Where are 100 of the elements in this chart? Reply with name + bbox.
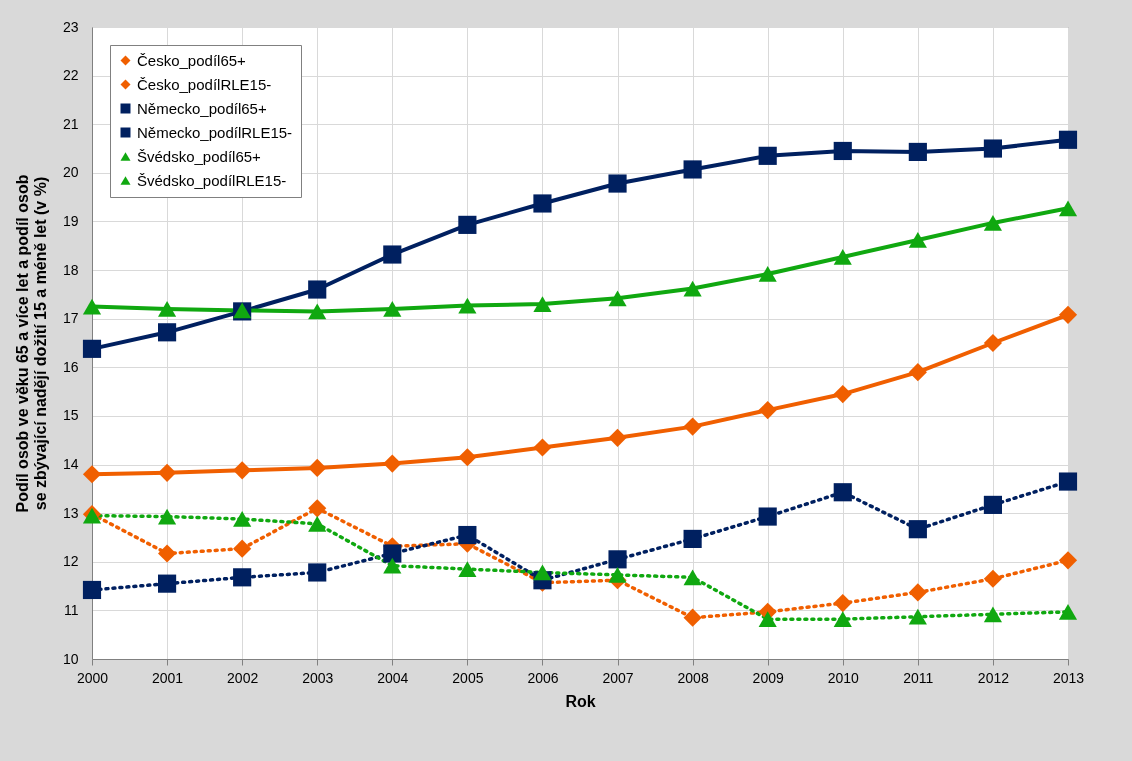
point — [983, 215, 1003, 231]
point — [983, 606, 1003, 623]
point — [608, 550, 627, 569]
y-tick-label: 19 — [62, 212, 79, 229]
x-tick-label: 2010 — [827, 669, 860, 686]
point — [1058, 603, 1078, 620]
point — [383, 301, 402, 317]
point — [383, 454, 402, 473]
point — [983, 569, 1003, 588]
x-tick-label: 2003 — [302, 669, 334, 686]
point — [608, 290, 627, 307]
point — [683, 608, 702, 627]
point — [533, 194, 552, 213]
point — [157, 508, 177, 525]
legend-label: Švédsko_podíl65+ — [137, 147, 262, 165]
point — [458, 297, 477, 314]
point — [983, 495, 1003, 514]
point — [383, 544, 402, 563]
y-tick-label: 13 — [62, 504, 79, 521]
point — [1058, 130, 1078, 149]
point — [758, 146, 777, 165]
legend-label: Švédsko_podílRLE15- — [137, 171, 287, 189]
point — [82, 298, 102, 315]
y-tick-label: 21 — [62, 115, 79, 132]
point — [758, 611, 777, 627]
point — [1058, 305, 1078, 324]
point — [233, 461, 252, 480]
point — [833, 611, 852, 627]
x-tick-label: 2002 — [227, 669, 259, 686]
point — [157, 544, 177, 563]
point — [383, 557, 402, 574]
point — [683, 160, 702, 179]
x-axis-title: Rok — [565, 692, 596, 710]
y-tick-label: 11 — [63, 601, 79, 618]
point — [533, 296, 552, 312]
y-tick-label: 10 — [62, 650, 79, 667]
point — [308, 303, 327, 320]
point — [833, 384, 852, 404]
point — [157, 301, 177, 317]
point — [233, 539, 252, 558]
point — [608, 567, 627, 583]
point — [683, 529, 702, 548]
point — [308, 515, 327, 532]
point — [1058, 200, 1078, 217]
point — [608, 428, 627, 447]
y-axis-title: Podíl osob ve věku 65 a více let a podíl osob se zbývající nadějí dožití 15 a méně let (v %) — [13, 174, 49, 513]
point — [683, 280, 702, 297]
point — [983, 333, 1003, 353]
point — [1058, 472, 1078, 491]
y-tick-label: 15 — [62, 407, 79, 424]
legend-label: Česko_podíl65+ — [137, 51, 247, 69]
point — [908, 520, 927, 539]
point — [308, 280, 327, 299]
point — [458, 215, 477, 234]
point — [308, 563, 327, 582]
y-tick-label: 20 — [62, 164, 79, 181]
y-tick-label: 12 — [62, 553, 79, 570]
point — [833, 483, 852, 502]
point — [908, 142, 927, 162]
point — [157, 323, 177, 342]
point — [533, 564, 552, 581]
y-tick-label: 14 — [62, 456, 79, 473]
point — [683, 417, 702, 436]
x-tick-label: 2006 — [527, 669, 559, 686]
x-tick-label: 2007 — [602, 669, 634, 686]
x-tick-label: 2004 — [377, 669, 409, 686]
point — [458, 525, 477, 545]
point — [908, 363, 927, 382]
point — [758, 266, 777, 282]
point — [758, 401, 777, 420]
point — [983, 139, 1003, 158]
point — [908, 583, 927, 602]
y-tick-label: 18 — [62, 261, 79, 278]
x-tick-label: 2005 — [452, 669, 484, 686]
x-tick-label: 2000 — [76, 669, 109, 686]
point — [82, 580, 102, 600]
point — [157, 574, 177, 593]
point — [833, 141, 852, 161]
x-tick-label: 2008 — [677, 669, 709, 686]
point — [683, 569, 702, 586]
x-tick-label: 2001 — [152, 669, 184, 686]
point — [758, 507, 777, 526]
y-tick-label: 23 — [62, 18, 79, 35]
x-tick-label: 2011 — [903, 669, 934, 686]
point — [233, 511, 252, 527]
point — [1058, 551, 1078, 570]
point — [458, 561, 477, 577]
point — [608, 174, 627, 193]
legend-label: Německo_podíl65+ — [137, 99, 267, 117]
x-tick-label: 2009 — [752, 669, 784, 686]
point — [458, 448, 477, 467]
point — [908, 232, 927, 248]
point — [833, 594, 852, 613]
y-tick-label: 17 — [62, 310, 79, 327]
point — [533, 438, 552, 457]
point — [833, 249, 852, 265]
point — [308, 499, 327, 518]
point — [82, 339, 102, 358]
legend-label: Německo_podílRLE15- — [137, 123, 293, 141]
point — [908, 608, 927, 625]
